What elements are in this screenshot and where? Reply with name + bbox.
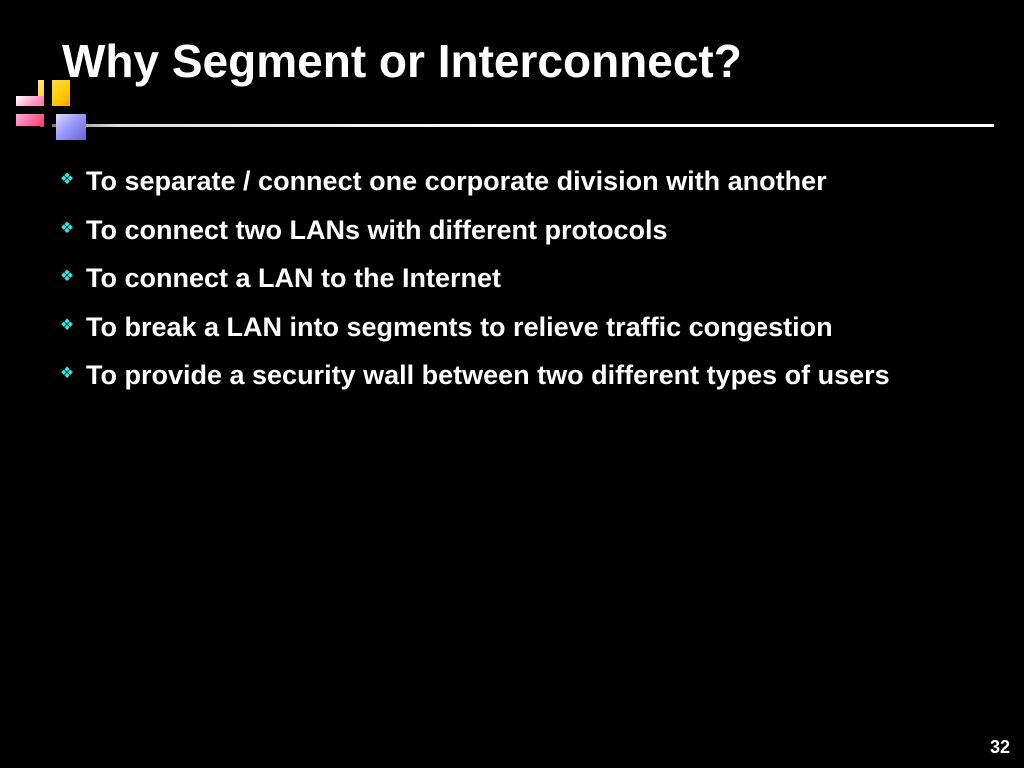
bullet-item: ❖ To separate / connect one corporate di… xyxy=(58,164,984,199)
diamond-bullet-icon: ❖ xyxy=(58,269,76,285)
bullet-item: ❖ To break a LAN into segments to reliev… xyxy=(58,310,984,345)
slide-body: ❖ To separate / connect one corporate di… xyxy=(58,164,984,407)
slide-title: Why Segment or Interconnect? xyxy=(62,34,742,88)
bullet-item: ❖ To provide a security wall between two… xyxy=(58,358,984,393)
diamond-bullet-icon: ❖ xyxy=(58,318,76,334)
bullet-text: To provide a security wall between two d… xyxy=(86,358,984,393)
title-rule xyxy=(40,124,994,127)
bullet-item: ❖ To connect a LAN to the Internet xyxy=(58,261,984,296)
page-number: 32 xyxy=(990,737,1010,758)
slide: Why Segment or Interconnect? ❖ To separa… xyxy=(0,0,1024,768)
bullet-text: To connect a LAN to the Internet xyxy=(86,261,984,296)
bullet-text: To connect two LANs with different proto… xyxy=(86,213,984,248)
title-decor-icon xyxy=(14,84,82,152)
diamond-bullet-icon: ❖ xyxy=(58,366,76,382)
diamond-bullet-icon: ❖ xyxy=(58,172,76,188)
bullet-text: To break a LAN into segments to relieve … xyxy=(86,310,984,345)
bullet-item: ❖ To connect two LANs with different pro… xyxy=(58,213,984,248)
bullet-text: To separate / connect one corporate divi… xyxy=(86,164,984,199)
diamond-bullet-icon: ❖ xyxy=(58,221,76,237)
